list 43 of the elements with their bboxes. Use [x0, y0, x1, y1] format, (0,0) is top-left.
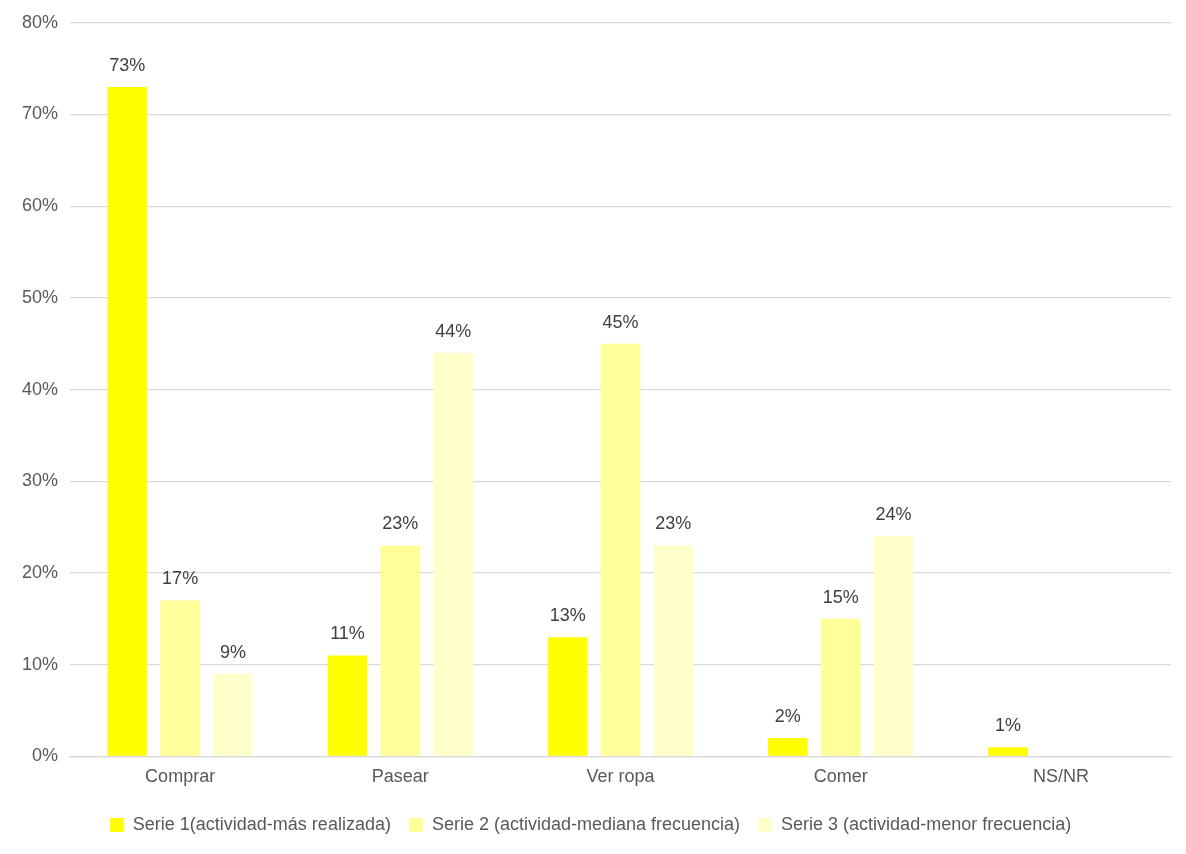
data-label: 45% [602, 311, 639, 332]
y-tick-label: 50% [22, 286, 59, 307]
bar [768, 738, 808, 756]
y-tick-label: 80% [22, 11, 59, 32]
bar [107, 86, 148, 756]
data-label: 9% [219, 641, 246, 662]
data-label: 17% [162, 568, 199, 589]
data-label: 2% [774, 706, 801, 727]
x-tick-label: Pasear [371, 766, 429, 787]
y-tick-label: 0% [32, 745, 59, 766]
y-tick-label: 30% [22, 470, 59, 491]
y-tick-label: 10% [22, 653, 59, 674]
x-tick-label: NS/NR [1032, 766, 1089, 787]
data-label: 24% [875, 504, 912, 525]
bar [433, 352, 473, 756]
bar [327, 655, 368, 756]
bar [873, 536, 914, 756]
legend-label: Serie 1(actividad-más realizada) [132, 813, 391, 834]
data-label: 23% [655, 513, 692, 534]
bar [380, 545, 421, 756]
bar [213, 673, 253, 756]
bar [653, 545, 694, 756]
data-label: 13% [549, 605, 586, 626]
legend-label: Serie 2 (actividad-mediana frecuencia) [431, 813, 741, 834]
bar [600, 343, 641, 756]
bar [160, 600, 200, 756]
bar [820, 618, 861, 756]
bar [547, 637, 588, 756]
data-label: 73% [109, 54, 146, 75]
data-label: 23% [382, 513, 419, 534]
data-label: 15% [822, 586, 859, 607]
y-tick-label: 70% [22, 103, 59, 124]
y-tick-label: 40% [22, 378, 59, 399]
x-tick-label: Comer [813, 766, 868, 787]
data-label: 11% [330, 623, 365, 644]
bar [988, 747, 1028, 756]
data-label: 44% [435, 320, 472, 341]
data-label: 1% [995, 715, 1022, 736]
x-tick-label: Ver ropa [586, 766, 656, 787]
x-tick-label: Comprar [145, 766, 216, 787]
y-tick-label: 60% [22, 195, 59, 216]
legend-label: Serie 3 (actividad-menor frecuencia) [781, 813, 1072, 834]
y-tick-label: 20% [22, 561, 59, 582]
